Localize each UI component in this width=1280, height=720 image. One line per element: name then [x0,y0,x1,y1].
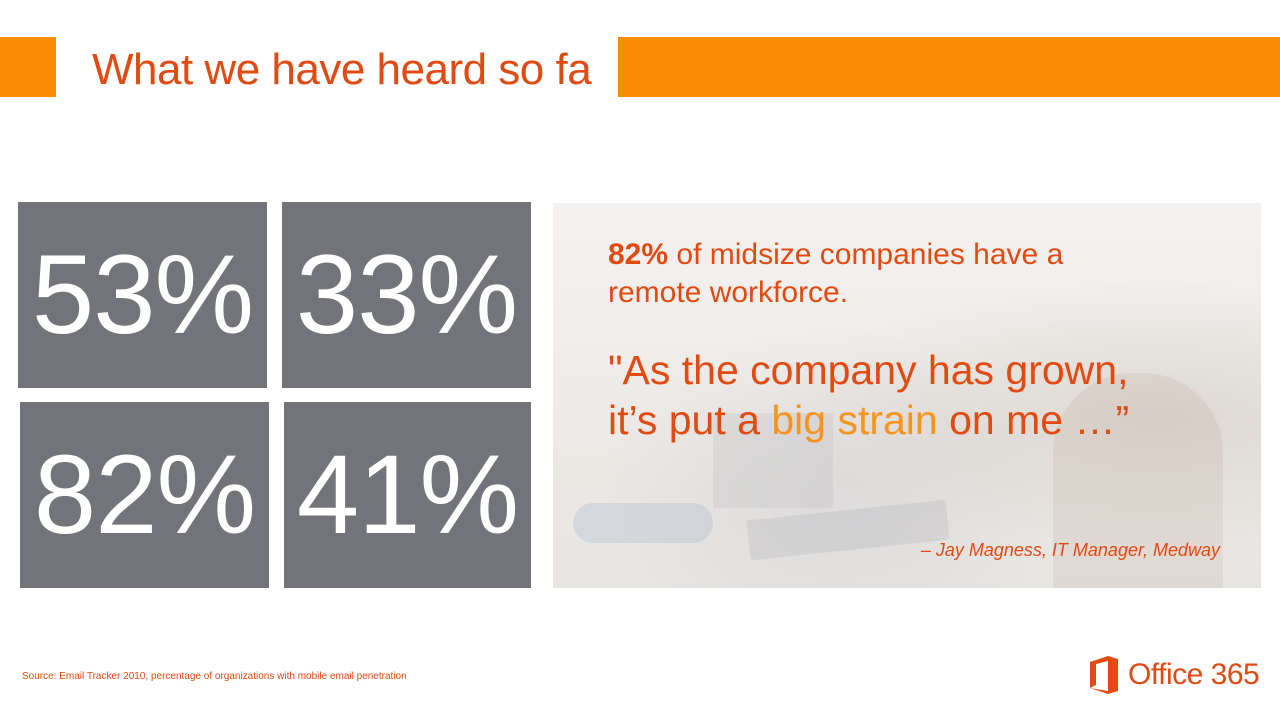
slide-title: What we have heard so fa [92,45,592,94]
quote-highlight: big strain [771,397,938,443]
quote-text-end: on me …” [937,397,1130,443]
accent-bar-right [618,37,1280,97]
remote-workforce-stat: 82% of midsize companies have a remote w… [608,236,1128,312]
quote-attribution: – Jay Magness, IT Manager, Medway [920,540,1220,560]
quote-text-start: "As the company has grown, it’s put a [608,347,1129,443]
stat-tile-82: 82% [20,402,269,588]
customer-quote: "As the company has grown, it’s put a bi… [608,345,1188,445]
photo-cables [573,503,713,543]
photo-monitor [713,413,833,508]
accent-bar-left [0,37,56,97]
stat-tile-value: 53% [31,232,254,357]
stat-tile-value: 41% [296,432,519,557]
background-photo [553,203,1261,588]
stat-tile-41: 41% [284,402,531,588]
office-logo-icon [1090,656,1118,694]
stat-tile-33: 33% [282,202,531,388]
stat-bold-value: 82% [608,238,669,271]
stat-tile-value: 82% [33,432,256,557]
stat-tile-value: 33% [295,232,518,357]
stat-tile-53: 53% [18,202,267,388]
source-note: Source: Email Tracker 2010, percentage o… [22,671,407,682]
office-365-logo: Office 365 [1088,654,1264,696]
photo-person [1053,373,1223,588]
stat-text: of midsize companies have a remote workf… [608,238,1064,309]
logo-text: Office 365 [1128,658,1260,691]
